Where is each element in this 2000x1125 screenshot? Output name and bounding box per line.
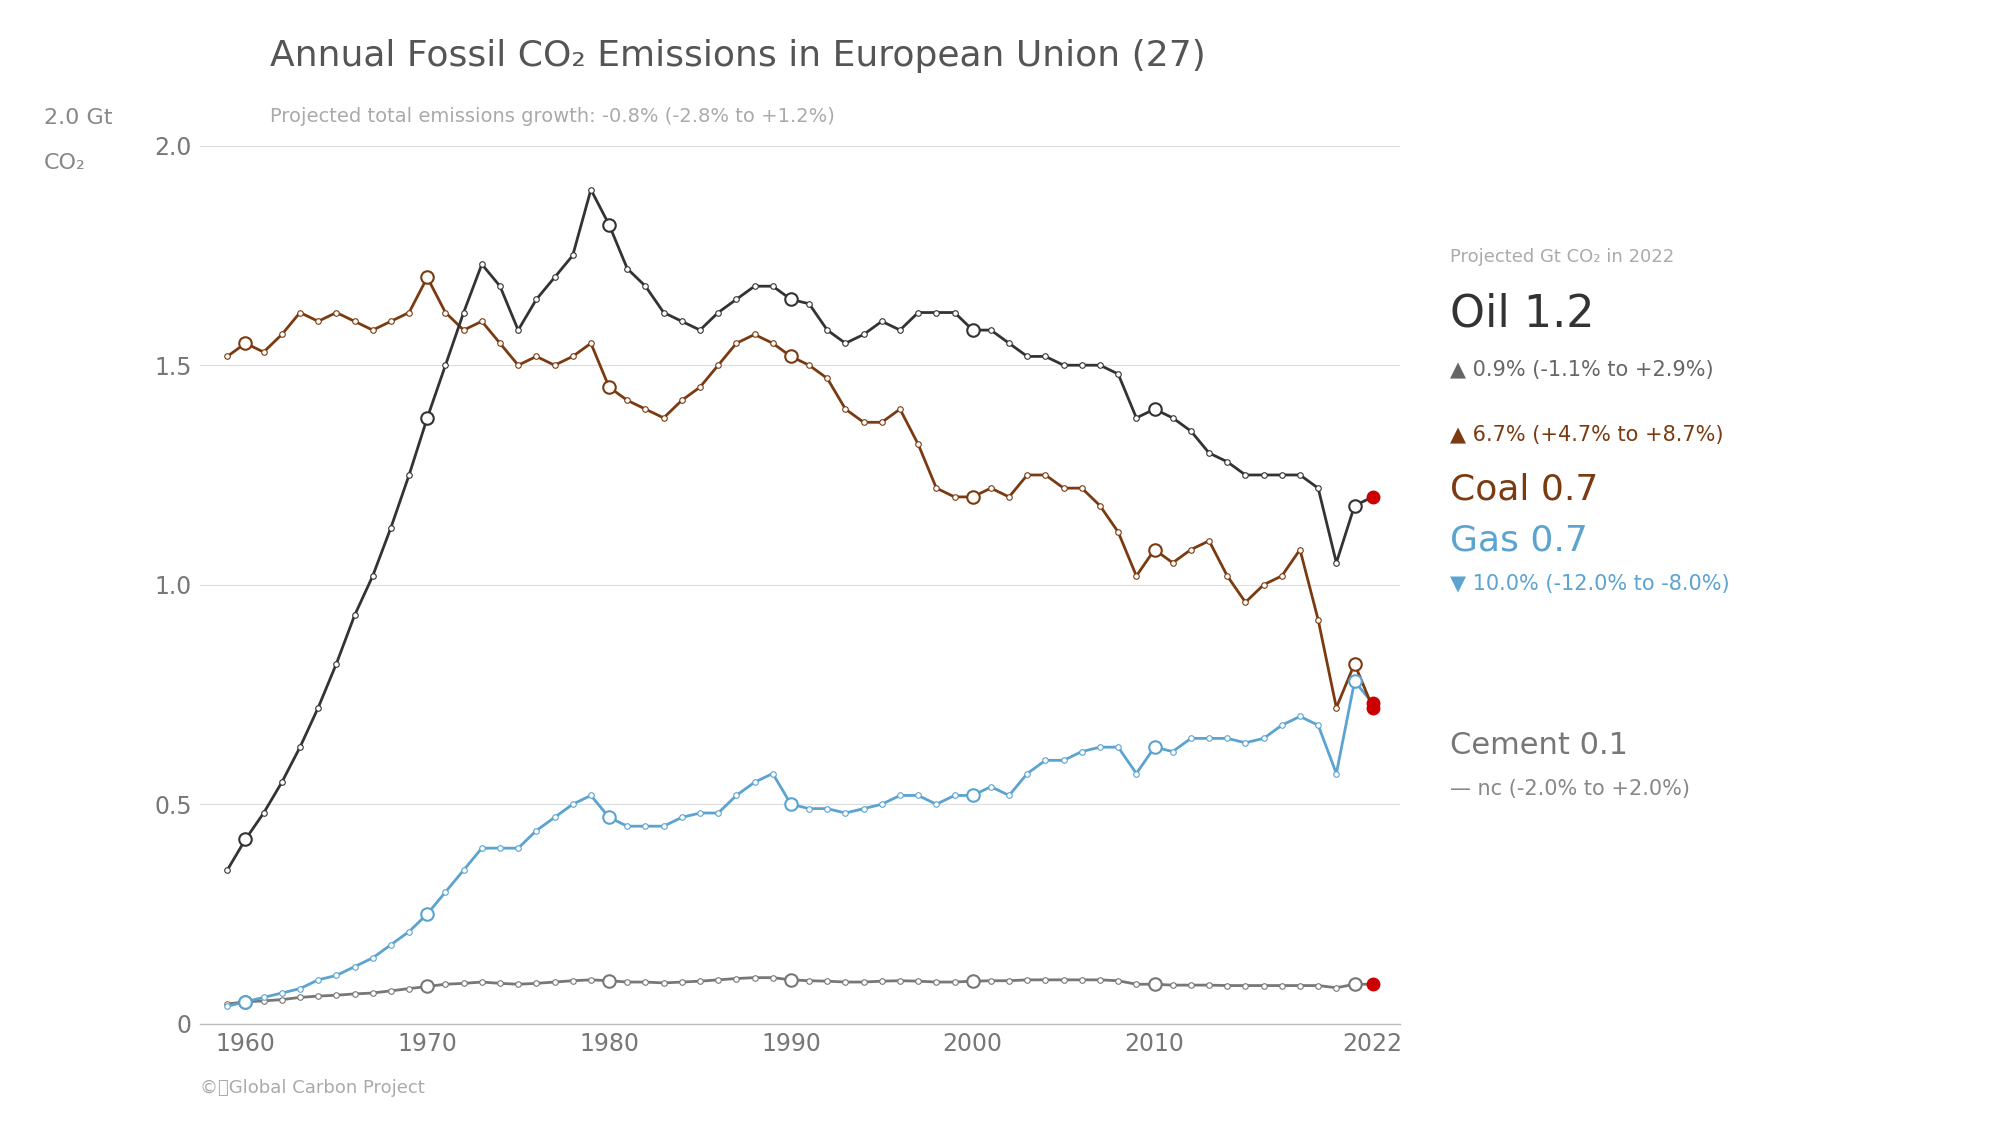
Text: ©ⓘGlobal Carbon Project: ©ⓘGlobal Carbon Project	[200, 1079, 424, 1097]
Text: CO₂: CO₂	[44, 153, 86, 173]
Text: ▲ 6.7% (+4.7% to +8.7%): ▲ 6.7% (+4.7% to +8.7%)	[1450, 425, 1724, 446]
Text: Oil 1.2: Oil 1.2	[1450, 292, 1594, 335]
Text: Cement 0.1: Cement 0.1	[1450, 731, 1628, 760]
Text: Annual Fossil CO₂ Emissions in European Union (27): Annual Fossil CO₂ Emissions in European …	[270, 39, 1206, 73]
Text: Coal 0.7: Coal 0.7	[1450, 472, 1598, 506]
Text: Projected Gt CO₂ in 2022: Projected Gt CO₂ in 2022	[1450, 248, 1674, 266]
Text: ▼ 10.0% (-12.0% to -8.0%): ▼ 10.0% (-12.0% to -8.0%)	[1450, 574, 1730, 594]
Text: Projected total emissions growth: -0.8% (-2.8% to +1.2%): Projected total emissions growth: -0.8% …	[270, 107, 834, 126]
Text: ▲ 0.9% (-1.1% to +2.9%): ▲ 0.9% (-1.1% to +2.9%)	[1450, 360, 1714, 380]
Text: Gas 0.7: Gas 0.7	[1450, 523, 1588, 557]
Text: — nc (-2.0% to +2.0%): — nc (-2.0% to +2.0%)	[1450, 778, 1690, 799]
Text: 2.0 Gt: 2.0 Gt	[44, 108, 112, 128]
